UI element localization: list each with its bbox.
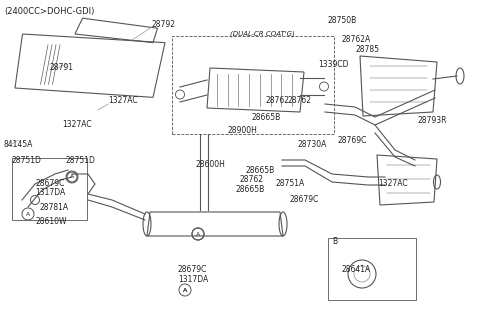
- Text: 28793R: 28793R: [418, 115, 447, 124]
- Text: (DUAL-CR COAT'G): (DUAL-CR COAT'G): [230, 31, 295, 37]
- Text: A: A: [70, 174, 74, 179]
- Text: 28762: 28762: [265, 95, 289, 105]
- Text: 28679C: 28679C: [35, 179, 64, 188]
- Text: A: A: [196, 232, 200, 236]
- Text: A: A: [183, 287, 187, 293]
- Text: 1327AC: 1327AC: [108, 95, 138, 105]
- Text: 28641A: 28641A: [342, 266, 371, 275]
- Text: 28679C: 28679C: [178, 266, 207, 275]
- Text: 28665B: 28665B: [245, 165, 274, 174]
- Text: 28762A: 28762A: [342, 36, 371, 45]
- Text: 28791: 28791: [50, 62, 74, 71]
- Text: 28600H: 28600H: [195, 159, 225, 168]
- Text: 28792: 28792: [152, 20, 176, 28]
- Text: 84145A: 84145A: [4, 139, 34, 149]
- Text: 1317DA: 1317DA: [178, 275, 208, 285]
- Text: 1327AC: 1327AC: [62, 119, 92, 129]
- Text: 1339CD: 1339CD: [318, 60, 348, 69]
- Text: 28665B: 28665B: [235, 186, 264, 194]
- Text: 28679C: 28679C: [290, 196, 319, 204]
- Text: A: A: [26, 212, 30, 217]
- Text: 28781A: 28781A: [40, 202, 69, 212]
- Text: (2400CC>DOHC-GDI): (2400CC>DOHC-GDI): [4, 7, 95, 16]
- Text: 28769C: 28769C: [338, 135, 367, 144]
- Text: 28785: 28785: [355, 46, 379, 55]
- Text: 28751D: 28751D: [12, 155, 42, 164]
- Text: 28730A: 28730A: [298, 139, 327, 149]
- Text: 28751D: 28751D: [65, 155, 95, 164]
- Text: 28762: 28762: [288, 95, 312, 105]
- Text: 28751A: 28751A: [275, 179, 304, 188]
- Text: 1327AC: 1327AC: [378, 179, 408, 188]
- Text: A: A: [183, 287, 187, 293]
- Text: 28762: 28762: [240, 175, 264, 184]
- Text: B: B: [332, 237, 337, 246]
- Text: 28610W: 28610W: [35, 217, 67, 227]
- Text: 1317DA: 1317DA: [35, 188, 65, 197]
- Text: 28750B: 28750B: [328, 16, 357, 25]
- Text: 28665B: 28665B: [252, 113, 281, 121]
- Text: 28900H: 28900H: [228, 125, 258, 134]
